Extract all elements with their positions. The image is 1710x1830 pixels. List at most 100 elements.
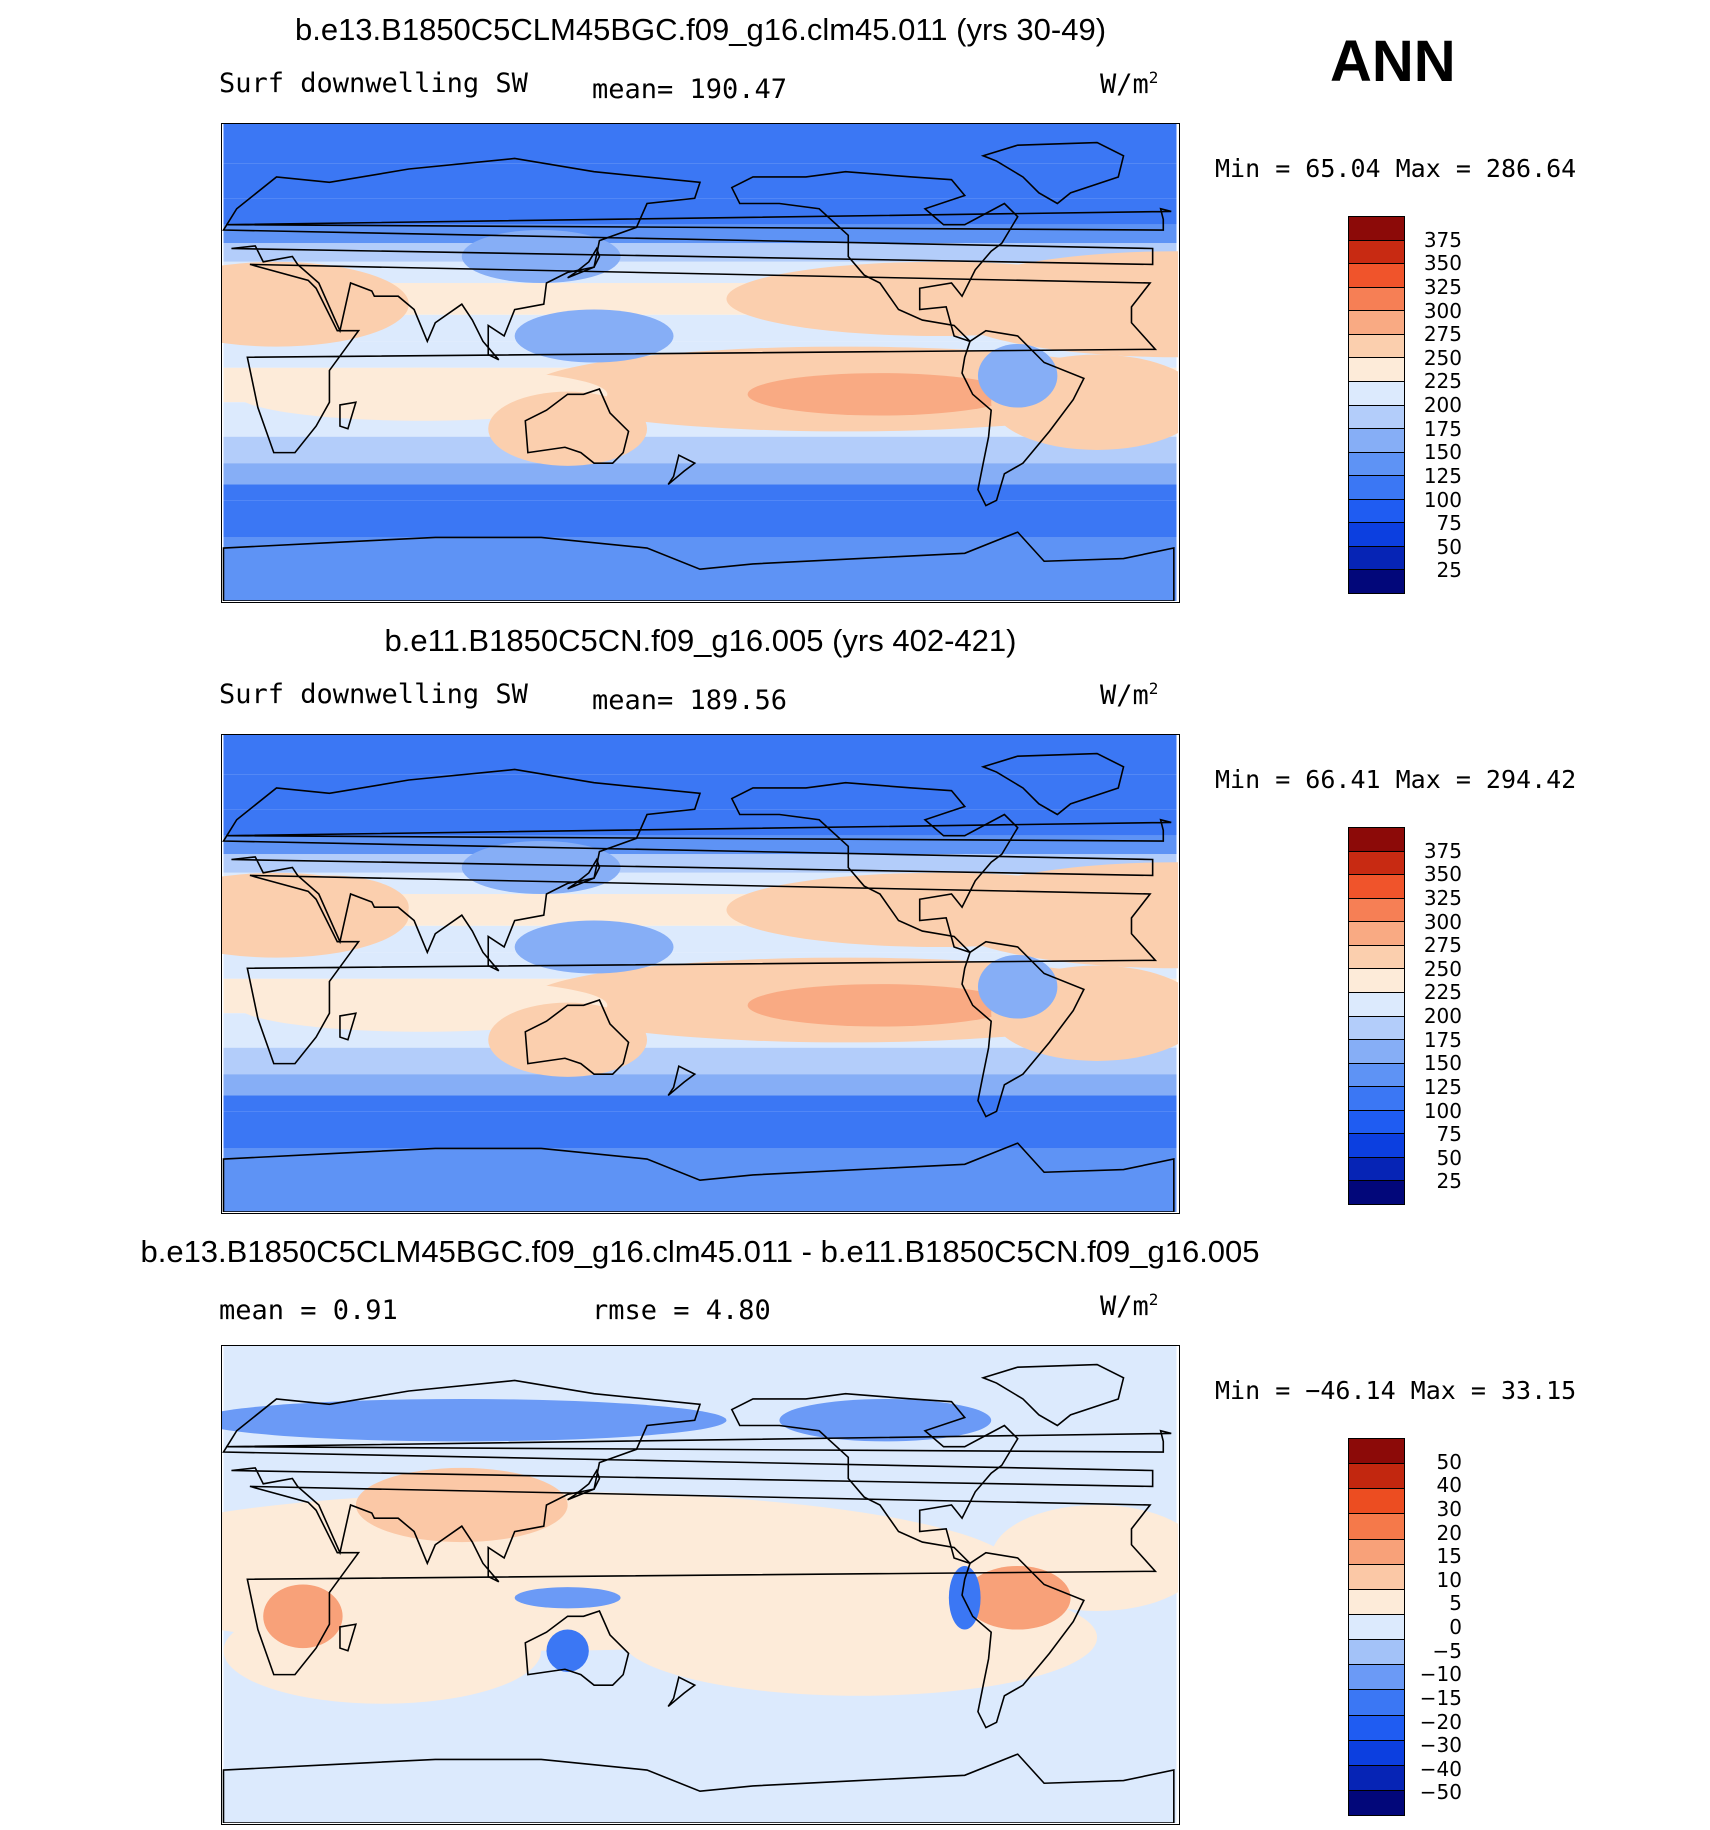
- coastline-antarctica: [222, 531, 1175, 601]
- colorbar-swatch: [1349, 1614, 1404, 1641]
- colorbar-tick-label: 100: [1423, 487, 1462, 512]
- colorbar-tick-label: 40: [1436, 1473, 1462, 1498]
- lat-band: [223, 436, 1177, 464]
- lat-band: [223, 243, 1177, 262]
- field-blob: [514, 1587, 621, 1609]
- field-blob: [779, 1399, 992, 1442]
- colorbar-tick-label: 150: [1423, 440, 1462, 465]
- colorbar-tick-label: 15: [1436, 1544, 1462, 1569]
- colorbar-tick-label: 175: [1423, 1027, 1462, 1052]
- colorbar-swatch: [1349, 570, 1404, 593]
- lat-band: [223, 1095, 1177, 1112]
- colorbar-swatch: [1349, 1640, 1404, 1666]
- field-blob: [355, 1467, 568, 1543]
- field-blob: [964, 1565, 1071, 1630]
- coastline-greenland: [980, 752, 1125, 816]
- colorbar-swatch: [1349, 287, 1404, 312]
- colorbar-tick-label: 125: [1423, 463, 1462, 488]
- colorbar-tick-label: 250: [1423, 956, 1462, 981]
- lat-band: [223, 809, 1177, 836]
- field-blob: [747, 373, 1013, 416]
- colorbar-tick-label: 125: [1423, 1074, 1462, 1099]
- coastline-samerica: [961, 1551, 1085, 1729]
- lat-band: [223, 1111, 1177, 1133]
- colorbar-tick-label: 25: [1436, 1169, 1462, 1194]
- colorbar-swatch: [1349, 1790, 1404, 1816]
- coastline-namerica: [730, 781, 1019, 954]
- panel-1-units: W/m2: [1100, 68, 1158, 100]
- coastline-nz: [667, 1676, 697, 1708]
- lat-band: [223, 735, 1177, 775]
- coastline-eurasia: [222, 768, 1154, 972]
- colorbar-tick-label: 225: [1423, 369, 1462, 394]
- colorbar-swatch: [1349, 1715, 1404, 1741]
- coastline-antarctica: [222, 1142, 1175, 1212]
- colorbar-swatch: [1349, 1765, 1404, 1791]
- colorbar-swatch: [1349, 1040, 1404, 1064]
- colorbar-tick-label: −30: [1419, 1733, 1462, 1758]
- field-blob: [977, 343, 1058, 408]
- coastline-eurasia: [222, 157, 1154, 361]
- colorbar-swatch: [1349, 217, 1404, 241]
- coastline-africa: [246, 874, 1158, 1065]
- colorbar-swatch: [1349, 523, 1404, 547]
- panel-2-min-max: Min = 66.41 Max = 294.42: [1215, 765, 1577, 794]
- colorbar-swatch: [1349, 546, 1404, 571]
- coastline-nz: [667, 454, 697, 486]
- colorbar-swatch: [1349, 1539, 1404, 1565]
- coastline-japan: [567, 1468, 601, 1501]
- field-blob: [546, 1629, 589, 1672]
- colorbar-swatch: [1349, 1464, 1404, 1490]
- colorbar-swatch: [1349, 1439, 1404, 1465]
- colorbar-swatch: [1349, 945, 1404, 970]
- coastline-eurasia: [222, 1379, 1154, 1583]
- colorbar-tick-label: 150: [1423, 1051, 1462, 1076]
- units-text: W/m: [1100, 69, 1149, 100]
- coastline-uk: [226, 1429, 1172, 1453]
- panel-3-colorbar: [1348, 1438, 1405, 1816]
- colorbar-tick-label: −20: [1419, 1709, 1462, 1734]
- coastline-australia: [524, 999, 630, 1075]
- coastline-greenland: [980, 1363, 1125, 1427]
- panel-2-colorbar: [1348, 827, 1405, 1205]
- lat-band: [223, 1132, 1177, 1149]
- coastline-australia: [524, 388, 630, 464]
- colorbar-swatch: [1349, 311, 1404, 335]
- lat-band: [223, 484, 1177, 501]
- lat-band: [223, 854, 1177, 873]
- colorbar-swatch: [1349, 1087, 1404, 1111]
- colorbar-swatch: [1349, 358, 1404, 382]
- colorbar-swatch: [1349, 1740, 1404, 1766]
- coastline-namerica: [730, 1392, 1019, 1565]
- colorbar-swatch: [1349, 429, 1404, 453]
- panel-2-map: [221, 734, 1180, 1214]
- coastline-uk: [226, 818, 1172, 842]
- panel-1-colorbar: [1348, 216, 1405, 594]
- coastline-madagascar: [339, 401, 357, 430]
- units-superscript: 2: [1148, 679, 1159, 698]
- lat-band: [223, 463, 1177, 485]
- lat-band: [223, 1074, 1177, 1096]
- colorbar-tick-label: −5: [1432, 1638, 1462, 1663]
- lat-band: [223, 1047, 1177, 1075]
- lat-band: [223, 500, 1177, 522]
- colorbar-tick-label: 0: [1449, 1615, 1462, 1639]
- panel-3-rmse-label: rmse = 4.80: [592, 1295, 771, 1326]
- lat-band: [223, 774, 1177, 810]
- colorbar-tick-label: 10: [1436, 1567, 1462, 1592]
- colorbar-tick-label: 50: [1436, 1145, 1462, 1170]
- panel-3-map: [221, 1345, 1180, 1825]
- colorbar-tick-label: 5: [1449, 1591, 1462, 1616]
- colorbar-swatch: [1349, 1110, 1404, 1135]
- colorbar-tick-label: 50: [1436, 1449, 1462, 1474]
- colorbar-tick-label: 225: [1423, 980, 1462, 1005]
- season-label: ANN: [1330, 29, 1456, 94]
- coastline-antarctica: [222, 1753, 1175, 1823]
- field-blob: [222, 261, 409, 347]
- colorbar-tick-label: 250: [1423, 345, 1462, 370]
- colorbar-swatch: [1349, 969, 1404, 993]
- field-blob: [488, 391, 648, 466]
- lat-band: [223, 198, 1177, 225]
- coastline-greenland: [980, 141, 1125, 205]
- coastline-nz: [667, 1065, 697, 1097]
